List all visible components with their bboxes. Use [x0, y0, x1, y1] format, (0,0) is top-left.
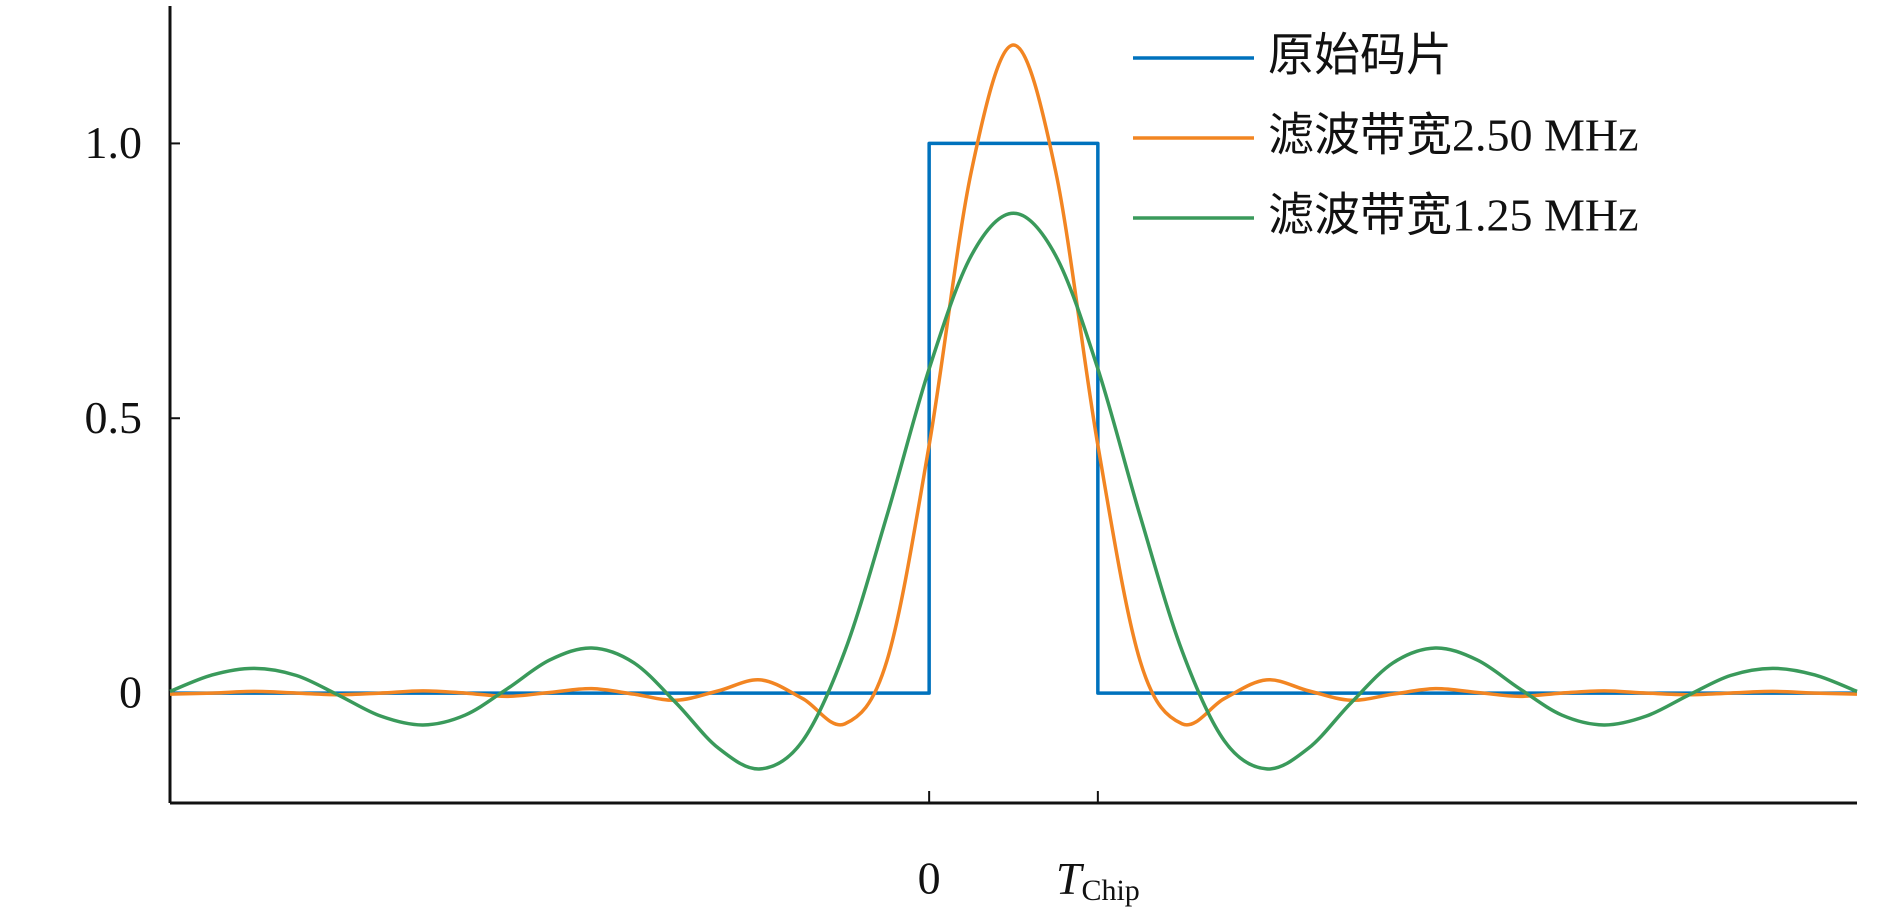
legend-label: 原始码片	[1268, 30, 1452, 81]
series-line	[169, 43, 1858, 727]
series-line	[169, 211, 1858, 771]
y-tick-label: 0.5	[85, 392, 143, 443]
x-tick-label: TChip	[1056, 853, 1140, 907]
x-tick-label-main: T	[1056, 853, 1085, 904]
legend-label: 滤波带宽1.25 MHz	[1268, 190, 1639, 241]
series-line	[170, 141, 1857, 695]
legend-label: 滤波带宽2.50 MHz	[1268, 110, 1639, 161]
y-tick-label: 1.0	[85, 117, 143, 168]
x-tick-label: 0	[918, 853, 941, 904]
y-tick-label: 0	[119, 667, 142, 718]
x-tick-label-subscript: Chip	[1081, 874, 1139, 907]
